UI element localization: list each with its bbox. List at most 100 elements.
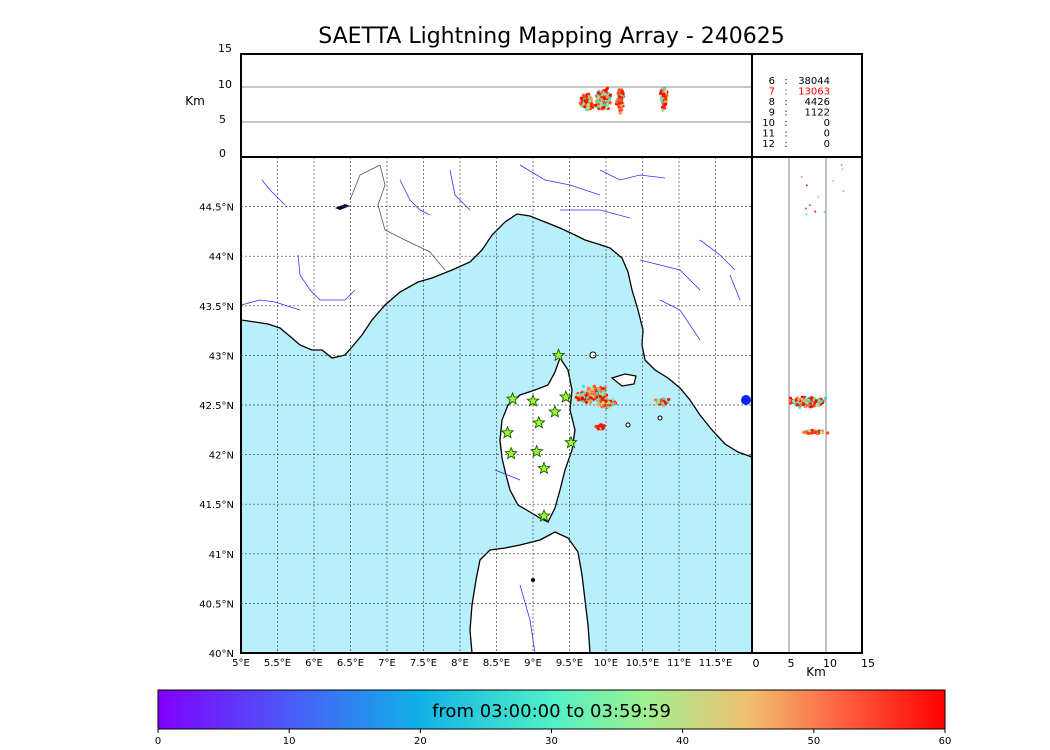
lightning-source-point bbox=[580, 96, 584, 100]
altitude-lightning-sources bbox=[578, 86, 669, 115]
lightning-source-point bbox=[595, 399, 599, 403]
lightning-source-point bbox=[791, 399, 796, 403]
lightning-source-point bbox=[599, 389, 603, 393]
lightning-source-point bbox=[589, 396, 593, 400]
lightning-source-point bbox=[661, 108, 665, 112]
station-star-icon bbox=[500, 425, 515, 439]
lightning-source-point bbox=[620, 108, 624, 112]
station-star-icon bbox=[505, 391, 520, 405]
station-star-icon bbox=[531, 415, 546, 429]
lightning-source-point bbox=[597, 107, 601, 111]
map-grid bbox=[241, 157, 752, 653]
count-row-value: 4426 bbox=[805, 97, 830, 108]
lightning-source-point bbox=[576, 393, 580, 397]
lightning-source-point bbox=[584, 400, 589, 404]
count-row-label: 11 bbox=[762, 129, 775, 140]
lightning-source-point bbox=[605, 95, 609, 99]
colorbar-tick-label: 30 bbox=[545, 736, 558, 747]
colorbar-tick-label: 10 bbox=[283, 736, 296, 747]
lightning-source-point bbox=[659, 399, 663, 403]
count-row-separator: : bbox=[784, 87, 787, 98]
lightning-source-point bbox=[586, 102, 591, 107]
longitude-tick-label: 5°E bbox=[232, 658, 250, 669]
lightning-source-point bbox=[841, 168, 844, 171]
longitude-tick-label: 7°E bbox=[378, 658, 396, 669]
side-altitude-panel bbox=[741, 156, 863, 654]
lightning-source-point bbox=[656, 401, 661, 405]
lightning-source-point bbox=[663, 106, 667, 110]
lake bbox=[531, 578, 535, 582]
borders bbox=[349, 164, 446, 271]
corsica-island bbox=[499, 356, 576, 523]
colorbar-tick-label: 0 bbox=[155, 736, 161, 747]
lightning-source-point bbox=[840, 164, 843, 167]
lightning-source-point bbox=[803, 430, 807, 434]
lightning-source-point bbox=[808, 204, 811, 207]
map-panel bbox=[240, 156, 753, 654]
latitude-tick-label: 41°N bbox=[209, 550, 234, 561]
lightning-source-point bbox=[663, 102, 668, 106]
lightning-source-point bbox=[805, 184, 808, 187]
lightning-source-point bbox=[788, 398, 792, 402]
mainland-land bbox=[241, 157, 752, 458]
lightning-source-point bbox=[620, 90, 625, 94]
lightning-source-point bbox=[662, 404, 666, 408]
lightning-source-point bbox=[588, 99, 592, 103]
count-row-label: 6 bbox=[769, 76, 775, 87]
lightning-source-point bbox=[605, 103, 609, 107]
lightning-source-point bbox=[580, 397, 585, 401]
lightning-source-point bbox=[596, 403, 600, 407]
map-lightning-sources bbox=[574, 384, 671, 431]
latitude-tick-label: 43°N bbox=[209, 351, 234, 362]
side-lightning-sources bbox=[741, 164, 845, 435]
lightning-source-point bbox=[604, 399, 608, 404]
lightning-source-point bbox=[814, 210, 817, 213]
lma-stations bbox=[500, 348, 578, 523]
lightning-source-point bbox=[617, 88, 621, 92]
colorbar-tick-label: 20 bbox=[414, 736, 427, 747]
lightning-source-point bbox=[667, 397, 671, 402]
longitude-tick-label: 6.5°E bbox=[337, 658, 364, 669]
elba-island bbox=[610, 373, 637, 387]
side-tick-15: 15 bbox=[861, 657, 875, 670]
chart-title: SAETTA Lightning Mapping Array - 240625 bbox=[318, 24, 785, 49]
count-row-separator: : bbox=[784, 97, 787, 108]
sardinia-island bbox=[469, 531, 591, 653]
longitude-tick-label: 8°E bbox=[451, 658, 469, 669]
lightning-source-point bbox=[741, 395, 751, 405]
lightning-source-point bbox=[605, 105, 609, 109]
lightning-source-point bbox=[798, 405, 802, 409]
lightning-source-point bbox=[581, 384, 586, 388]
lightning-source-point bbox=[815, 402, 820, 406]
longitude-tick-label: 6°E bbox=[305, 658, 323, 669]
lightning-source-point bbox=[604, 89, 608, 93]
lightning-source-point bbox=[810, 430, 815, 434]
latitude-tick-label: 43.5°N bbox=[199, 302, 234, 313]
count-row-separator: : bbox=[784, 108, 787, 119]
station-star-icon bbox=[504, 446, 518, 460]
lightning-source-point bbox=[611, 403, 615, 407]
side-tick-10: 10 bbox=[823, 657, 837, 670]
station-star-icon bbox=[551, 348, 566, 362]
lightning-source-point bbox=[586, 106, 591, 110]
lightning-source-point bbox=[795, 403, 800, 407]
longitude-tick-label: 5.5°E bbox=[264, 658, 291, 669]
lightning-source-point bbox=[661, 87, 666, 91]
lightning-source-point bbox=[598, 424, 602, 428]
lightning-source-point bbox=[607, 401, 611, 405]
lightning-source-point bbox=[842, 190, 845, 193]
lightning-source-point bbox=[807, 429, 811, 433]
lightning-source-point bbox=[584, 99, 588, 104]
lightning-source-point bbox=[617, 91, 621, 96]
lightning-source-point bbox=[601, 425, 605, 429]
count-row-value: 1122 bbox=[805, 108, 830, 119]
lightning-source-point bbox=[619, 99, 623, 103]
lightning-source-point bbox=[577, 397, 581, 401]
colorbar-time-label: from 03:00:00 to 03:59:59 bbox=[432, 701, 671, 722]
lightning-source-point bbox=[602, 404, 606, 408]
lightning-source-point bbox=[819, 430, 824, 434]
lightning-source-point bbox=[592, 384, 596, 388]
lightning-source-point bbox=[817, 195, 820, 198]
